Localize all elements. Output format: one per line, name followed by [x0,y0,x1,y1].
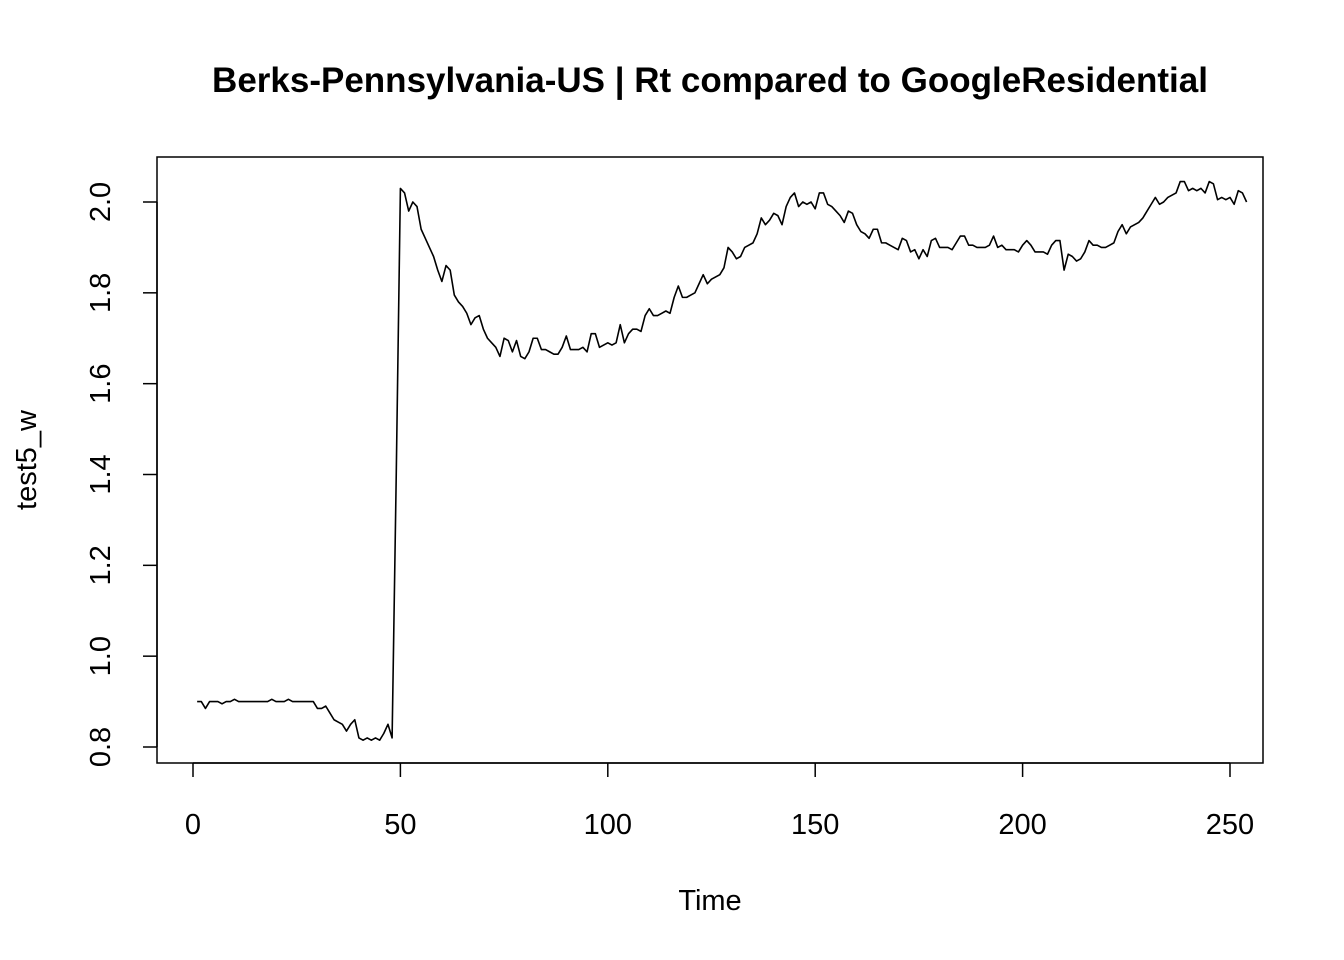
y-tick-label: 0.8 [85,727,117,767]
x-axis-label: Time [678,885,741,917]
y-tick-label: 2.0 [85,182,117,222]
x-tick-label: 100 [584,809,632,841]
x-tick-label: 250 [1206,809,1254,841]
x-tick-label: 200 [998,809,1046,841]
y-tick-label: 1.6 [85,364,117,404]
series-line [197,180,1248,741]
y-tick-label: 1.0 [85,636,117,676]
y-tick-label: 1.2 [85,545,117,585]
y-tick-label: 1.8 [85,273,117,313]
chart-title: Berks-Pennsylvania-US | Rt compared to G… [212,61,1208,100]
x-tick-label: 150 [791,809,839,841]
y-axis-label: test5_w [11,409,43,510]
x-tick-label: 50 [384,809,416,841]
plot-frame [156,156,1264,764]
y-tick-label: 1.4 [85,454,117,494]
x-axis: 0 50 100 150 200 250 [185,762,1254,841]
y-axis: 0.8 1.0 1.2 1.4 1.6 1.8 2.0 [85,182,158,767]
x-tick-label: 0 [185,809,201,841]
